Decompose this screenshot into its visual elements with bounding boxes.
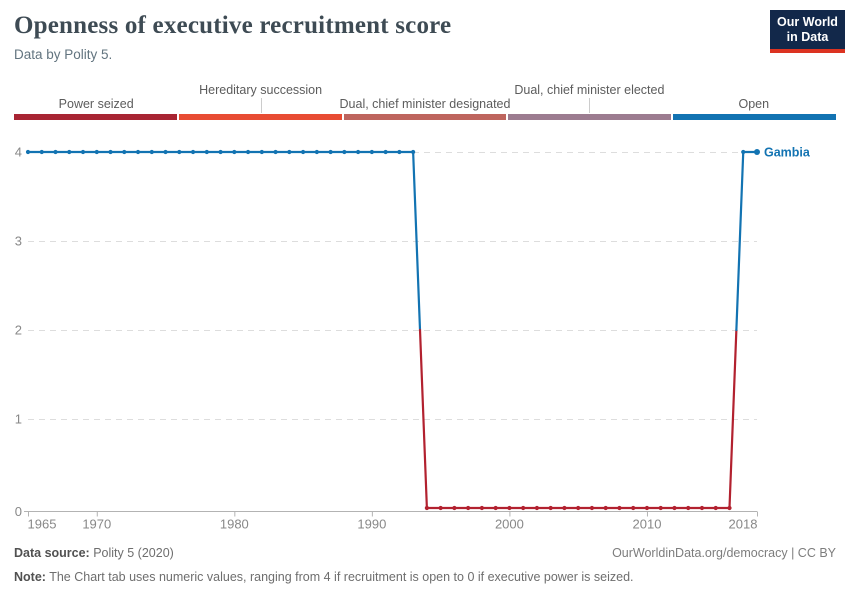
data-point[interactable]: [466, 505, 471, 511]
legend-label-power-seized: Power seized: [58, 97, 134, 111]
legend-segment-dual-chief-minister-elected: [508, 114, 672, 120]
owid-logo: Our World in Data: [770, 10, 845, 53]
data-point[interactable]: [218, 149, 223, 155]
y-tick-label: 1: [15, 412, 22, 427]
x-tick-label: 1990: [357, 517, 386, 532]
legend-label-dual-chief-minister-designated: Dual, chief minister designated: [339, 97, 511, 111]
line-chart: 1965 1970 1980 1990 2000 2010 2018 0 1 2 3 4 Gambia: [15, 145, 811, 532]
data-point[interactable]: [479, 505, 485, 511]
data-point[interactable]: [287, 149, 292, 155]
y-tick-label: 2: [15, 323, 22, 338]
data-point[interactable]: [245, 149, 251, 155]
data-point[interactable]: [562, 505, 567, 511]
x-tick-label: 2018: [729, 517, 758, 532]
data-point[interactable]: [122, 149, 127, 155]
y-tick-label: 4: [15, 145, 22, 160]
x-tick-label: 1980: [220, 517, 249, 532]
legend-label-dual-chief-minister-elected: Dual, chief minister elected: [514, 83, 665, 97]
y-tick-label: 0: [15, 504, 22, 519]
legend-segment-dual-chief-minister-designated: [343, 114, 507, 120]
license-link[interactable]: OurWorldinData.org/democracy | CC BY: [612, 546, 836, 560]
legend-color-bar: [14, 114, 836, 120]
data-point[interactable]: [177, 149, 182, 155]
data-point[interactable]: [39, 149, 44, 155]
data-point[interactable]: [603, 505, 608, 511]
chart-subtitle: Data by Polity 5.: [14, 47, 113, 62]
data-point[interactable]: [259, 149, 264, 155]
data-point[interactable]: [108, 149, 113, 155]
data-point[interactable]: [356, 149, 361, 155]
data-point[interactable]: [149, 149, 154, 155]
data-point[interactable]: [438, 505, 443, 511]
data-point[interactable]: [741, 149, 746, 155]
owid-logo-line1: Our World: [777, 15, 838, 29]
data-source-line: Data source: Polity 5 (2020): [14, 546, 174, 560]
data-point[interactable]: [300, 149, 306, 155]
data-point[interactable]: [686, 505, 691, 511]
data-point[interactable]: [328, 149, 333, 155]
data-point[interactable]: [411, 149, 416, 155]
page-title: Openness of executive recruitment score: [14, 12, 452, 39]
data-point[interactable]: [369, 149, 374, 155]
note-label: Note:: [14, 570, 46, 584]
data-point[interactable]: [493, 505, 498, 511]
legend-tick-hereditary-succession: [260, 98, 262, 113]
data-point[interactable]: [232, 149, 237, 155]
data-point[interactable]: [383, 149, 388, 155]
data-point[interactable]: [727, 505, 732, 511]
data-point[interactable]: [25, 149, 31, 155]
x-tick-label: 2010: [633, 517, 662, 532]
data-point[interactable]: [190, 149, 196, 155]
data-point[interactable]: [521, 505, 526, 511]
category-legend: Power seized Hereditary succession Dual, c…: [14, 82, 836, 120]
owid-logo-line2: in Data: [786, 30, 829, 44]
data-point[interactable]: [507, 505, 512, 511]
data-point[interactable]: [424, 505, 429, 511]
data-point[interactable]: [617, 505, 622, 511]
data-point[interactable]: [53, 149, 58, 155]
y-tick-label: 3: [15, 234, 22, 249]
legend-tick-dual-chief-minister-elected: [589, 98, 591, 113]
data-point[interactable]: [589, 505, 595, 511]
data-source-value: Polity 5 (2020): [89, 546, 174, 560]
series-line-gambia: [26, 150, 422, 332]
data-point[interactable]: [204, 149, 209, 155]
data-point[interactable]: [699, 505, 705, 511]
legend-segment-open: [673, 114, 836, 120]
data-point[interactable]: [534, 505, 540, 511]
data-point[interactable]: [576, 505, 581, 511]
data-point[interactable]: [672, 505, 677, 511]
data-point[interactable]: [94, 149, 99, 155]
x-tick-label: 1970: [82, 517, 111, 532]
data-point[interactable]: [754, 149, 760, 155]
data-point[interactable]: [163, 149, 168, 155]
data-point[interactable]: [397, 149, 402, 155]
note-line: Note: The Chart tab uses numeric values,…: [14, 570, 634, 584]
data-source-label: Data source:: [14, 546, 90, 560]
data-point[interactable]: [644, 505, 650, 511]
legend-segment-power-seized: [14, 114, 177, 120]
data-point[interactable]: [67, 149, 72, 155]
entity-label-gambia: Gambia: [764, 146, 811, 160]
data-point[interactable]: [452, 505, 457, 511]
data-point[interactable]: [713, 505, 718, 511]
legend-segment-hereditary-succession: [178, 114, 342, 120]
legend-label-open: Open: [738, 97, 770, 111]
data-point[interactable]: [548, 505, 553, 511]
data-point[interactable]: [658, 505, 663, 511]
data-point[interactable]: [314, 149, 319, 155]
note-value: The Chart tab uses numeric values, rangi…: [45, 570, 634, 584]
data-point[interactable]: [273, 149, 278, 155]
x-tick-label: 1965: [28, 517, 57, 532]
legend-label-hereditary-succession: Hereditary succession: [199, 83, 323, 97]
data-point[interactable]: [631, 505, 636, 511]
x-tick-label: 2000: [495, 517, 524, 532]
data-point[interactable]: [135, 149, 141, 155]
data-point[interactable]: [342, 149, 347, 155]
data-point[interactable]: [80, 149, 86, 155]
